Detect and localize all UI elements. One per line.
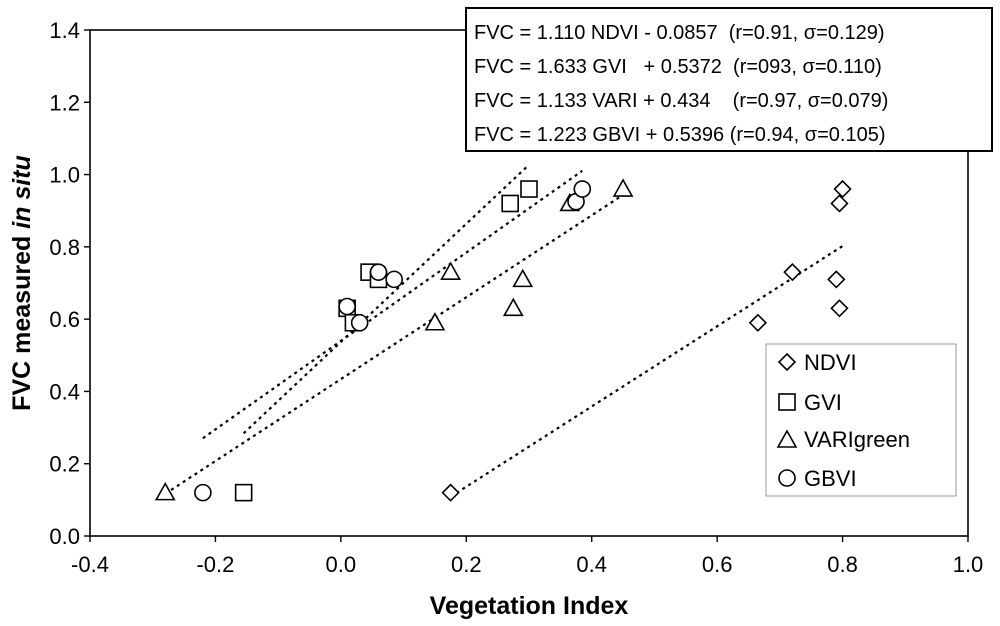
legend-symbol-varigreen (776, 429, 798, 448)
trendline-gvi (242, 163, 530, 435)
plot-layer (154, 163, 852, 502)
point-varigreen-1 (424, 312, 446, 331)
x-tick-label: -0.4 (71, 552, 109, 577)
equation-gvi: FVC = 1.633 GVI + 0.5372 (r=093, σ=0.110… (474, 56, 882, 78)
y-tick-label: 1.4 (49, 18, 80, 43)
point-varigreen-4 (512, 268, 534, 288)
y-axis-title-main: FVC measured (8, 229, 36, 411)
legend-label-gvi: GVI (804, 390, 842, 415)
equation-box-frame (465, 7, 993, 152)
x-tick-label: 0.8 (827, 552, 858, 577)
axis-layer: -0.4 -0.2 0.0 0.2 0.4 0.6 0.8 1.0 0.0 0.2 0.4 0.6 0.… (49, 18, 983, 577)
point-ndvi-6 (830, 299, 849, 318)
point-ndvi-2 (783, 263, 802, 282)
equation-vari: FVC = 1.133 VARI + 0.434 (r=0.97, σ=0.07… (474, 90, 888, 112)
y-axis-title-italic: in situ (8, 155, 36, 229)
point-gbvi-1 (338, 297, 356, 316)
y-tick-label: 1.2 (49, 90, 80, 115)
point-gbvi-0 (194, 483, 212, 502)
point-varigreen-6 (612, 178, 634, 197)
point-gbvi-3 (369, 263, 388, 281)
point-ndvi-0 (441, 483, 460, 502)
y-tick-label: 1.0 (49, 163, 80, 188)
point-gbvi-2 (350, 313, 369, 332)
point-varigreen-3 (502, 297, 524, 317)
x-tick-label: 0.0 (326, 552, 357, 577)
y-tick-label: 0.0 (49, 524, 80, 549)
y-axis-title: FVC measured in situ (8, 155, 36, 411)
point-varigreen-2 (440, 261, 461, 280)
legend-marker-ndvi (777, 352, 797, 372)
equation-box: FVC = 1.110 NDVI - 0.0857 (r=0.91, σ=0.1… (465, 7, 993, 152)
legend-marker-gbvi (778, 469, 796, 487)
trendline-gbvi (202, 169, 583, 440)
point-gvi-5 (501, 194, 519, 213)
point-ndvi-1 (748, 313, 768, 332)
legend-label-ndvi: NDVI (804, 350, 857, 375)
legend-symbol-gvi (778, 393, 796, 411)
y-tick-label: 0.4 (49, 379, 80, 404)
y-tick-label: 0.6 (49, 307, 80, 332)
point-gbvi-6 (573, 180, 592, 198)
point-gvi-6 (520, 180, 538, 198)
point-ndvi-3 (827, 270, 846, 289)
legend-label-gbvi: GBVI (804, 466, 857, 491)
point-ndvi-5 (833, 179, 852, 199)
y-tick-label: 0.8 (49, 235, 80, 260)
equation-gbvi: FVC = 1.223 GBVI + 0.5396 (r=0.94, σ=0.1… (474, 124, 885, 146)
x-tick-label: -0.2 (196, 552, 234, 577)
x-tick-label: 0.6 (702, 552, 733, 577)
point-varigreen-0 (154, 481, 176, 501)
point-gbvi-4 (385, 270, 403, 289)
legend-marker-varigreen (776, 429, 798, 448)
point-gvi-0 (234, 483, 253, 502)
x-tick-label: 0.4 (576, 552, 607, 577)
legend: NDVI GVI VARIgreen GBVI (765, 343, 957, 497)
point-ndvi-4 (830, 194, 849, 213)
y-tick-label: 0.2 (49, 452, 80, 477)
legend-marker-gvi (778, 393, 796, 411)
legend-symbol-gbvi (778, 469, 796, 487)
x-tick-label: 1.0 (953, 552, 984, 577)
trendline-ndvi (450, 245, 844, 498)
equation-ndvi: FVC = 1.110 NDVI - 0.0857 (r=0.91, σ=0.1… (474, 22, 885, 44)
legend-symbol-ndvi (777, 352, 797, 372)
trendline-varigreen (164, 193, 624, 495)
legend-label-varigreen: VARIgreen (804, 427, 910, 452)
x-axis-title: Vegetation Index (430, 592, 629, 620)
legend-frame (765, 343, 957, 497)
x-tick-label: 0.2 (451, 552, 482, 577)
